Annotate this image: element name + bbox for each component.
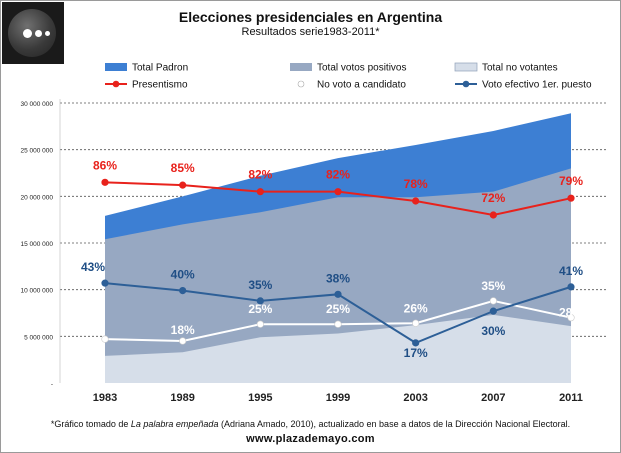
line-series xyxy=(101,178,575,347)
legend-label: Total no votantes xyxy=(482,63,558,74)
point-voto-efectivo-1er-puesto xyxy=(567,283,575,291)
legend-item-presentismo: Presentismo xyxy=(105,80,188,91)
point-voto-efectivo-1er-puesto xyxy=(412,339,420,347)
data-label-no-voto-a-candidato: 35% xyxy=(481,279,505,293)
data-label-no-voto-a-candidato: 25% xyxy=(326,302,350,316)
legend-swatch xyxy=(105,63,127,71)
data-label-presentismo: 72% xyxy=(481,191,505,205)
y-axis-labels: - 5 000 000 10 000 000 15 000 000 20 000 000… xyxy=(20,101,53,388)
data-label-presentismo: 85% xyxy=(171,161,195,175)
point-voto-efectivo-1er-puesto xyxy=(334,290,342,298)
data-labels: 86% 85% 82% 82% 78% 72% 79% 19% 18% 25% 25% 26% 35% 2… xyxy=(81,158,583,360)
chart-subtitle: Resultados serie1983-2011* xyxy=(241,26,380,38)
point-presentismo xyxy=(489,211,497,219)
data-label-presentismo: 78% xyxy=(404,177,428,191)
area-total-no-votantes xyxy=(105,314,571,383)
data-label-voto-efectivo-1er-puesto: 43% xyxy=(81,260,105,274)
data-label-no-voto-a-candidato: 28% xyxy=(559,306,583,320)
footnote-suffix: (Adriana Amado, 2010), actualizado en ba… xyxy=(218,419,571,429)
x-tick-label: 2011 xyxy=(559,392,583,404)
point-presentismo xyxy=(256,188,264,196)
legend-swatch xyxy=(454,62,478,72)
legend-label: Total votos positivos xyxy=(317,63,407,74)
logo-dot-small xyxy=(45,31,50,36)
legend-label: Presentismo xyxy=(132,80,188,91)
legend-item-voto-efectivo-1er-puesto: Voto efectivo 1er. puesto xyxy=(455,80,592,91)
point-no-voto-a-candidato xyxy=(567,314,575,322)
point-no-voto-a-candidato xyxy=(334,320,342,328)
data-label-no-voto-a-candidato: 25% xyxy=(248,302,272,316)
point-no-voto-a-candidato xyxy=(489,297,497,305)
legend: Total Padron Total votos positivos Total n… xyxy=(105,63,592,91)
website-link[interactable]: www.plazademayo.com xyxy=(246,433,375,445)
x-axis-labels: 1983 1989 1995 1999 2003 2007 2011 xyxy=(93,392,583,404)
x-tick-label: 2003 xyxy=(403,392,427,404)
y-tick-label: 10 000 000 xyxy=(20,288,53,295)
footnote: *Gráfico tomado de La palabra empeñada (… xyxy=(0,419,621,429)
data-label-presentismo: 82% xyxy=(248,168,272,182)
data-label-voto-efectivo-1er-puesto: 35% xyxy=(248,278,272,292)
legend-swatch xyxy=(290,63,312,71)
legend-item-total-padron: Total Padron xyxy=(105,63,188,74)
legend-marker xyxy=(297,80,305,88)
footnote-book-title: La palabra empeñada xyxy=(130,419,219,429)
point-no-voto-a-candidato xyxy=(256,320,264,328)
data-label-voto-efectivo-1er-puesto: 30% xyxy=(481,324,505,338)
data-label-voto-efectivo-1er-puesto: 17% xyxy=(404,346,428,360)
legend-label: Voto efectivo 1er. puesto xyxy=(482,80,592,91)
data-label-voto-efectivo-1er-puesto: 40% xyxy=(171,268,195,282)
data-label-presentismo: 79% xyxy=(559,174,583,188)
legend-item-total-no-votantes: Total no votantes xyxy=(454,62,558,74)
x-tick-label: 2007 xyxy=(481,392,505,404)
y-tick-label: - xyxy=(51,381,53,388)
data-label-voto-efectivo-1er-puesto: 41% xyxy=(559,264,583,278)
logo-disc xyxy=(8,9,56,57)
data-label-presentismo: 82% xyxy=(326,168,350,182)
x-tick-label: 1995 xyxy=(248,392,272,404)
area-series xyxy=(105,113,571,384)
y-tick-label: 5 000 000 xyxy=(24,334,53,341)
y-tick-label: 30 000 000 xyxy=(20,101,53,108)
logo xyxy=(2,2,64,64)
point-no-voto-a-candidato xyxy=(412,319,420,327)
y-tick-label: 25 000 000 xyxy=(20,148,53,155)
point-voto-efectivo-1er-puesto xyxy=(179,287,187,295)
footnote-prefix: *Gráfico tomado de xyxy=(50,419,131,429)
chart-title: Elecciones presidenciales en Argentina xyxy=(178,9,443,25)
data-label-no-voto-a-candidato: 18% xyxy=(171,323,195,337)
x-tick-label: 1989 xyxy=(170,392,194,404)
point-presentismo xyxy=(101,178,109,186)
point-no-voto-a-candidato xyxy=(101,335,109,343)
legend-label: Total Padron xyxy=(132,63,188,74)
data-label-presentismo: 86% xyxy=(93,158,117,172)
y-tick-label: 20 000 000 xyxy=(20,194,53,201)
x-tick-label: 1983 xyxy=(93,392,117,404)
point-voto-efectivo-1er-puesto xyxy=(489,307,497,315)
point-presentismo xyxy=(334,188,342,196)
legend-item-no-voto-a-candidato: No voto a candidato xyxy=(290,80,406,91)
point-presentismo xyxy=(179,181,187,189)
point-no-voto-a-candidato xyxy=(179,337,187,345)
logo-dot-medium xyxy=(35,30,42,37)
point-presentismo xyxy=(567,194,575,202)
data-label-voto-efectivo-1er-puesto: 38% xyxy=(326,271,350,285)
point-presentismo xyxy=(412,197,420,205)
legend-marker xyxy=(112,80,120,88)
logo-dot-large xyxy=(23,29,32,38)
point-voto-efectivo-1er-puesto xyxy=(101,279,109,287)
data-label-no-voto-a-candidato: 19% xyxy=(81,321,105,335)
point-voto-efectivo-1er-puesto xyxy=(256,297,264,305)
x-tick-label: 1999 xyxy=(326,392,350,404)
legend-item-total-votos-positivos: Total votos positivos xyxy=(290,63,407,74)
legend-marker xyxy=(462,80,470,88)
y-tick-label: 15 000 000 xyxy=(20,241,53,248)
data-label-no-voto-a-candidato: 26% xyxy=(404,301,428,315)
legend-label: No voto a candidato xyxy=(317,80,406,91)
